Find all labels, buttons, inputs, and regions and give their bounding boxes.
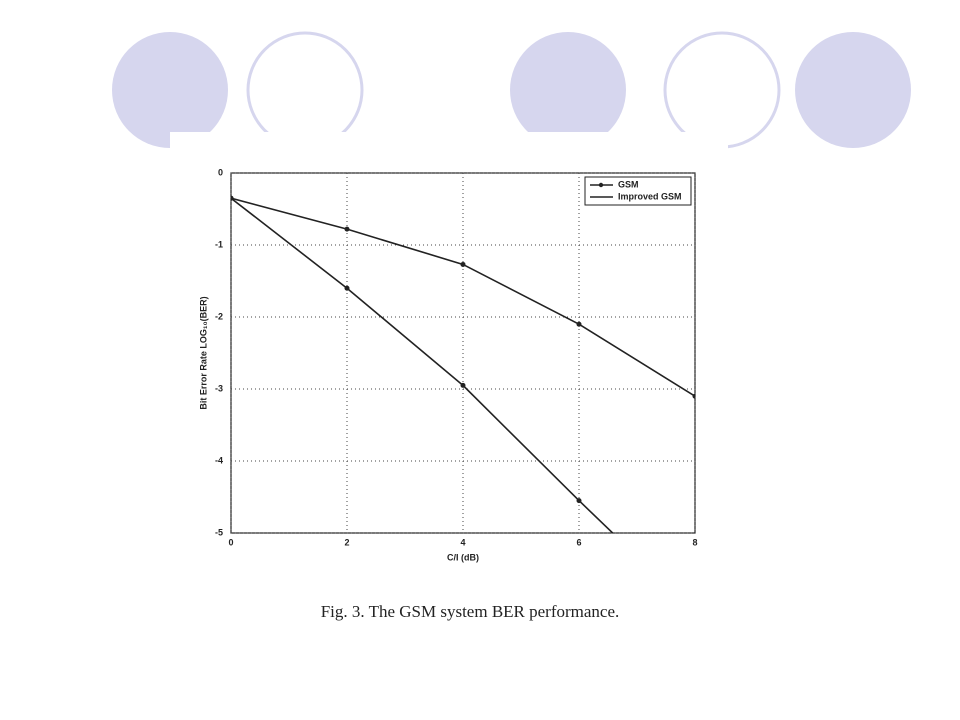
data-point [344,226,350,232]
y-tick-label: 0 [218,167,223,177]
y-tick-label: -1 [215,239,223,249]
decor-circle [510,32,626,148]
legend-label: GSM [618,179,639,189]
data-point [460,261,466,267]
figure-background [170,132,728,652]
decor-circle [246,31,364,149]
x-axis-label: C/I (dB) [447,552,479,562]
data-point [576,321,582,327]
legend-label: Improved GSM [618,191,682,201]
y-tick-label: -4 [215,455,223,465]
x-tick-label: 4 [460,537,465,547]
decor-circle [795,32,911,148]
x-tick-label: 6 [576,537,581,547]
data-point [692,393,695,399]
y-axis-label: Bit Error Rate LOG₁₀(BER) [198,296,208,409]
x-tick-label: 8 [692,537,697,547]
x-tick-label: 2 [344,537,349,547]
y-tick-label: -3 [215,383,223,393]
legend-box [584,176,692,206]
data-point [231,195,234,201]
decor-circle [663,31,781,149]
y-tick-label: -5 [215,527,223,537]
plot-area [231,195,695,533]
caption: Fig. 3. The GSM system BER performance. [321,602,620,621]
x-tick-label: 0 [228,537,233,547]
legend-marker [598,182,604,188]
data-point [344,285,350,291]
decor-circle [112,32,228,148]
data-point [576,498,582,504]
y-tick-label: -2 [215,311,223,321]
data-point [460,382,466,388]
